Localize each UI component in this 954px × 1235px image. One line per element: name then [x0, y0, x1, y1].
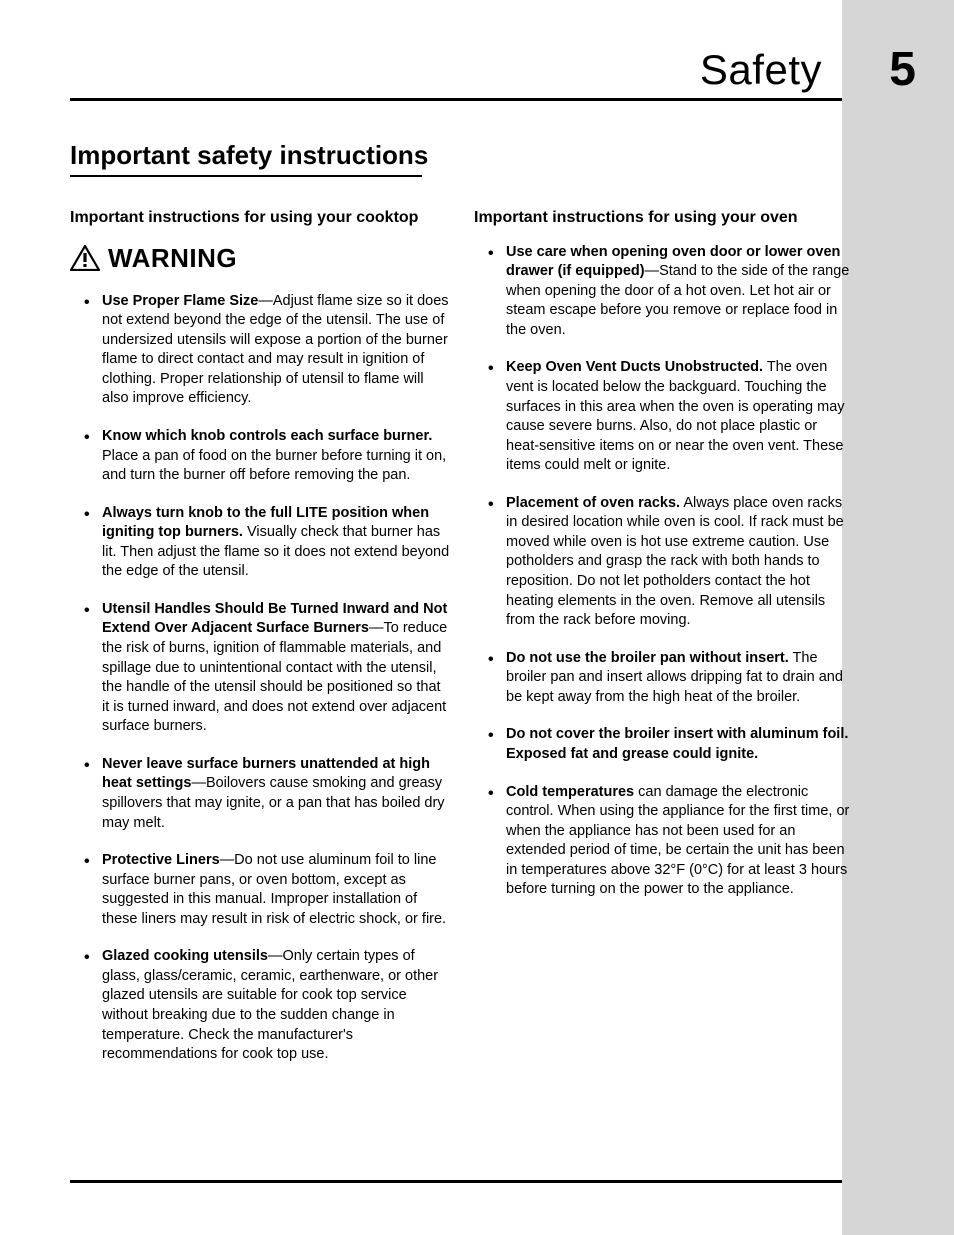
bullet-body-text: Only certain types of glass, glass/ceram…	[102, 948, 438, 1062]
list-item: Do not use the broiler pan without inser…	[488, 649, 854, 708]
cooktop-bullet-list: Use Proper Flame Size—Adjust flame size …	[70, 292, 450, 1065]
list-item: Know which knob controls each surface bu…	[84, 427, 450, 486]
list-item: Do not cover the broiler insert with alu…	[488, 725, 854, 764]
bullet-bold-lead: Keep Oven Vent Ducts Unobstructed.	[506, 359, 763, 375]
section-rule	[70, 175, 422, 177]
warning-block: WARNING	[70, 243, 450, 274]
bullet-body-text: The oven vent is located below the backg…	[506, 359, 845, 473]
warning-triangle-icon	[70, 245, 100, 271]
cooktop-heading: Important instructions for using your co…	[70, 207, 450, 229]
bullet-bold-lead: Do not use the broiler pan without inser…	[506, 650, 789, 666]
footer-rule	[70, 1180, 842, 1183]
bullet-body-text: Adjust flame size so it does not extend …	[102, 293, 449, 407]
page-number: 5	[889, 42, 916, 97]
list-item: Keep Oven Vent Ducts Unobstructed. The o…	[488, 358, 854, 475]
list-item: Cold temperatures can damage the electro…	[488, 783, 854, 900]
list-item: Placement of oven racks. Always place ov…	[488, 494, 854, 631]
bullet-bold-lead: Cold temperatures	[506, 784, 634, 800]
list-item: Use Proper Flame Size—Adjust flame size …	[84, 292, 450, 409]
header-title: Safety	[700, 46, 822, 94]
bullet-body-text: can damage the electronic control. When …	[506, 784, 849, 898]
bullet-body-text: Always place oven racks in desired locat…	[506, 495, 844, 628]
oven-heading: Important instructions for using your ov…	[474, 207, 854, 229]
bullet-body-text: Place a pan of food on the burner before…	[102, 448, 446, 484]
bullet-bold-lead: Placement of oven racks.	[506, 495, 680, 511]
bullet-bold-lead: Do not cover the broiler insert with alu…	[506, 726, 848, 762]
right-column: Important instructions for using your ov…	[474, 207, 854, 1083]
list-item: Protective Liners—Do not use aluminum fo…	[84, 851, 450, 929]
bullet-bold-lead: Use Proper Flame Size	[102, 293, 258, 309]
bullet-bold-lead: Protective Liners	[102, 852, 220, 868]
list-item: Never leave surface burners unattended a…	[84, 755, 450, 833]
two-column-layout: Important instructions for using your co…	[70, 207, 884, 1083]
left-column: Important instructions for using your co…	[70, 207, 450, 1083]
list-item: Use care when opening oven door or lower…	[488, 243, 854, 341]
header-rule	[70, 98, 842, 101]
list-item: Always turn knob to the full LITE positi…	[84, 504, 450, 582]
bullet-body-text: To reduce the risk of burns, ignition of…	[102, 620, 447, 734]
page-content: Important safety instructions Important …	[70, 140, 884, 1083]
bullet-bold-lead: Know which knob controls each surface bu…	[102, 428, 432, 444]
list-item: Utensil Handles Should Be Turned Inward …	[84, 600, 450, 737]
oven-bullet-list: Use care when opening oven door or lower…	[474, 243, 854, 900]
warning-label: WARNING	[108, 243, 237, 274]
section-title: Important safety instructions	[70, 140, 884, 171]
page-header: Safety 5	[70, 46, 954, 104]
bullet-bold-lead: Glazed cooking utensils	[102, 948, 268, 964]
list-item: Glazed cooking utensils—Only certain typ…	[84, 947, 450, 1064]
